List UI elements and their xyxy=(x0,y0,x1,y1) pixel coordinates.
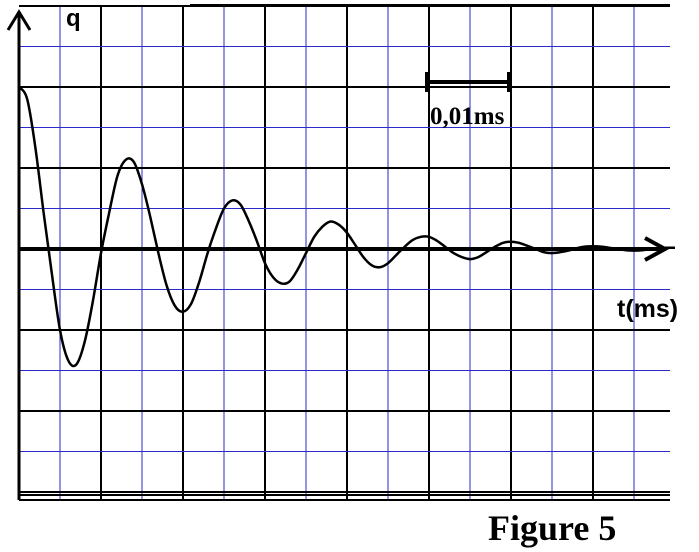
axes xyxy=(6,9,670,500)
x-axis-label: t(ms) xyxy=(617,295,678,323)
y-axis-arrow xyxy=(6,9,32,31)
scale-bar-label: 0,01ms xyxy=(430,103,505,130)
grid xyxy=(19,4,670,501)
figure-caption: Figure 5 xyxy=(488,508,616,548)
damped-oscillation-curve xyxy=(17,86,676,368)
scale-bar xyxy=(425,72,511,92)
y-axis-label: q xyxy=(66,5,81,32)
